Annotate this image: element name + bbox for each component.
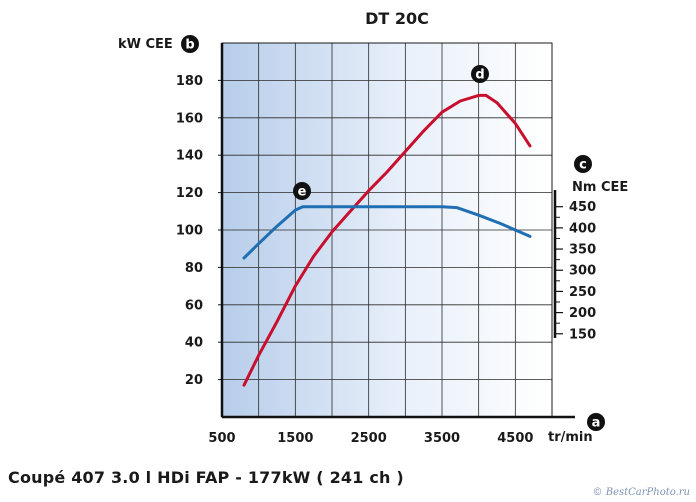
- y-right-tick-label: 150: [569, 327, 596, 342]
- marker-x-axis-letter: a: [592, 416, 601, 431]
- x-tick-label: 4500: [497, 431, 533, 446]
- marker-torque-badge: [293, 182, 311, 200]
- y-right-tick-label: 200: [569, 306, 596, 321]
- marker-right-axis-badge: [574, 155, 592, 173]
- y-right-tick-label: 450: [569, 200, 596, 215]
- y-left-tick-label: 160: [176, 111, 203, 126]
- x-tick-label: 2500: [351, 431, 387, 446]
- chart-title: DT 20C: [365, 9, 429, 28]
- marker-right-axis-letter: c: [579, 158, 587, 173]
- marker-x-axis-badge: [587, 413, 605, 431]
- y-left-tick-label: 40: [185, 336, 203, 351]
- y-left-tick-label: 100: [176, 224, 203, 239]
- x-axis-label: tr/min: [548, 430, 593, 445]
- marker-power-letter: d: [475, 68, 484, 83]
- series-power-line: [242, 93, 532, 387]
- y-right-tick-label: 350: [569, 243, 596, 258]
- y-left-tick-label: 20: [185, 373, 203, 388]
- y-right-tick-label: 300: [569, 264, 596, 279]
- x-tick-label: 3500: [424, 431, 460, 446]
- right-axis-tick-labels: 150 200 250 300 350 400 450: [555, 200, 596, 342]
- marker-torque-letter: e: [298, 185, 307, 200]
- series-torque-line: [242, 205, 532, 260]
- chart-caption: Coupé 407 3.0 l HDi FAP - 177kW ( 241 ch…: [8, 468, 404, 487]
- marker-left-axis-badge: [181, 35, 199, 53]
- y-left-tick-label: 120: [176, 186, 203, 201]
- y-right-tick-label: 250: [569, 285, 596, 300]
- left-axis-tick-labels: 20 40 60 80 100 120 140 160 180: [176, 74, 222, 388]
- series-lines: [242, 93, 532, 387]
- x-tick-label: 1500: [277, 431, 313, 446]
- y-left-tick-label: 180: [176, 74, 203, 89]
- marker-left-axis-letter: b: [185, 38, 194, 53]
- x-axis-tick-labels: 500 1500 2500 3500 4500: [208, 431, 533, 446]
- y-left-tick-label: 80: [185, 261, 203, 276]
- y-right-tick-label: 400: [569, 221, 596, 236]
- series-markers: b c a d e: [181, 35, 605, 431]
- x-tick-label: 500: [208, 431, 235, 446]
- y-left-tick-label: 60: [185, 298, 203, 313]
- marker-power-badge: [471, 65, 489, 83]
- watermark: © BestCarPhoto.ru: [592, 487, 690, 498]
- y-left-tick-label: 140: [176, 149, 203, 164]
- y-right-axis-label: Nm CEE: [572, 180, 628, 195]
- y-left-axis-label: kW CEE: [118, 37, 173, 52]
